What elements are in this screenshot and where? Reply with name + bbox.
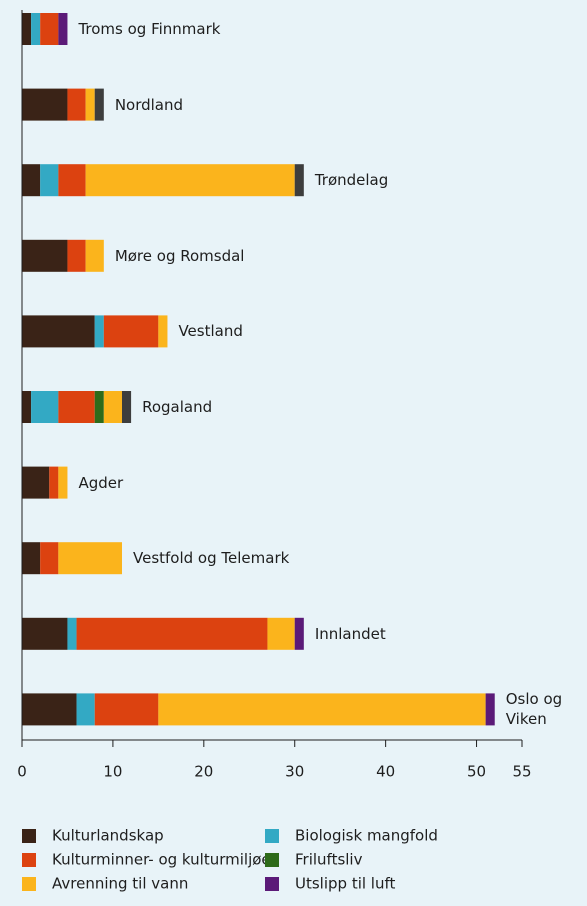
bar-segment [294,164,304,197]
category-label: Oslo og Viken [505,690,563,729]
bar-segment [94,693,159,726]
bar-segment [22,13,32,45]
x-tick-label: 50 [467,763,486,781]
legend-label: Utslipp til luft [295,875,395,893]
bar-segment [85,164,295,197]
legend-swatch [22,829,36,843]
bar-segment [40,542,59,575]
bar-segment [67,88,86,121]
bar-segment [22,88,68,121]
bar-segment [94,88,104,121]
bar-segment [22,239,68,272]
bar-segment [31,13,41,45]
bar-segment [22,164,41,197]
bar-segment [122,391,132,423]
legend-swatch [265,853,279,867]
bar-segment [485,693,495,726]
bar-segment [22,315,95,348]
legend-swatch [265,829,279,843]
bar-segment [103,391,122,423]
legend-label: Biologisk mangfold [295,827,438,845]
bar-segment [58,13,68,45]
bar-segment [103,315,159,348]
bar-segment [40,164,59,197]
x-tick-label: 40 [376,763,395,781]
bar-segment [58,466,68,499]
bar-segment [67,617,77,650]
bar-segment [58,164,86,197]
x-tick-label: 30 [285,763,304,781]
legend-swatch [265,877,279,891]
legend-swatch [22,853,36,867]
bar-segment [94,391,104,423]
bar-segment [85,88,95,121]
bar-segment [22,466,50,499]
x-tick-label: 55 [512,763,531,781]
bar-segment [76,617,268,650]
bar-segment [22,542,41,575]
bar-segment [158,693,486,726]
category-label: Trøndelag [314,171,389,190]
category-label: Møre og Romsdal [114,246,245,265]
category-label: Vestfold og Telemark [133,549,290,568]
bar-segment [158,315,168,348]
x-tick-label: 10 [103,763,122,781]
bar-segment [267,617,295,650]
bar-segment [58,542,122,575]
category-label: Troms og Finnmark [78,20,221,38]
category-label: Nordland [114,95,184,114]
bar-segment [294,617,304,650]
legend-label: Kulturlandskap [52,827,164,845]
x-tick-label: 0 [17,763,27,781]
bar-segment [58,391,95,423]
legend-label: Avrenning til vann [52,875,188,893]
category-label: Vestland [178,322,243,341]
category-label: Agder [78,473,124,492]
bar-segment [76,693,95,726]
category-label: Innlandet [314,624,386,643]
legend-label: Kulturminner- og kulturmiljøer [52,851,278,869]
bar-segment [31,391,59,423]
category-label: Rogaland [142,398,213,416]
bar-segment [22,391,32,423]
bar-segment [94,315,104,348]
legend-label: Friluftsliv [295,851,363,869]
x-tick-label: 20 [194,763,213,781]
bar-segment [67,239,86,272]
bar-segment [22,617,68,650]
bar-segment [22,693,77,726]
bar-segment [49,466,59,499]
legend-swatch [22,877,36,891]
bar-segment [40,13,59,45]
bar-segment [85,239,104,272]
